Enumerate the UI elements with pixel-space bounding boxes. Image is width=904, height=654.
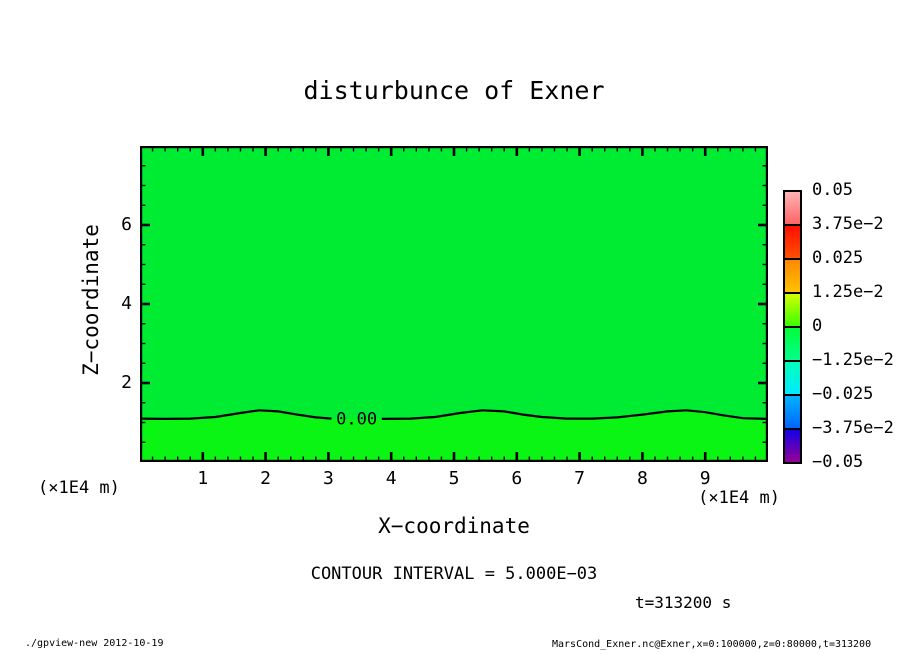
x-tick-label: 5	[448, 468, 460, 489]
colorbar-box	[783, 326, 802, 362]
colorbar-tick-label: 0.05	[812, 180, 853, 200]
z-tick-label: 2	[121, 372, 132, 393]
colorbar-tick-label: −0.05	[812, 452, 864, 472]
z-tick-label: 6	[121, 214, 132, 235]
x-tick-label: 7	[574, 468, 586, 489]
colorbar-box	[783, 428, 802, 464]
contour-value-label: 0.00	[336, 410, 377, 430]
time-annotation: t=313200 s	[635, 593, 732, 612]
colorbar-box	[783, 258, 802, 294]
x-tick-label: 2	[260, 468, 272, 489]
colorbar-box	[783, 190, 802, 226]
tone-fill-above	[140, 146, 768, 462]
footer-source-stamp: MarsCond_Exner.nc@Exner,x=0:100000,z=0:8…	[552, 639, 872, 650]
x-tick-label: 6	[511, 468, 523, 489]
colorbar-tick-label: −3.75e−2	[812, 418, 894, 438]
colorbar-tick-label: −0.025	[812, 384, 874, 404]
colorbar-box	[783, 360, 802, 396]
chart-title: disturbunce of Exner	[303, 76, 605, 105]
x-tick-label: 4	[385, 468, 397, 489]
plot-svg: 0.00	[139, 145, 769, 463]
x-tick-label: 8	[636, 468, 648, 489]
x-tick-label: 9	[699, 468, 711, 489]
tone-fill-below	[140, 410, 768, 462]
colorbar-tick-label: 0.025	[812, 248, 864, 268]
footer-command-stamp: ./gpview-new 2012-10-19	[25, 638, 164, 649]
x-tick-label: 3	[322, 468, 334, 489]
colorbar-box	[783, 224, 802, 260]
colorbar-tick-label: −1.25e−2	[812, 350, 894, 370]
x-axis-unit-label: (×1E4 m)	[698, 488, 780, 508]
colorbar-tick-label: 3.75e−2	[812, 214, 884, 234]
colorbar-tick-label: 0	[812, 316, 823, 336]
colorbar-tick-label: 1.25e−2	[812, 282, 884, 302]
x-tick-label: 1	[197, 468, 209, 489]
x-axis-title: X−coordinate	[378, 514, 530, 538]
colorbar-box	[783, 292, 802, 328]
plot-frame	[139, 145, 769, 463]
z-axis-title: Z−coordinate	[79, 224, 103, 376]
zero-contour-line	[381, 409, 769, 420]
plot-area: 0.00	[139, 145, 769, 463]
contour-interval-caption: CONTOUR INTERVAL = 5.000E−03	[310, 564, 598, 584]
z-tick-label: 4	[121, 293, 132, 314]
zero-contour-line	[139, 409, 332, 421]
colorbar-box	[783, 394, 802, 430]
z-axis-unit-label: (×1E4 m)	[38, 478, 120, 498]
